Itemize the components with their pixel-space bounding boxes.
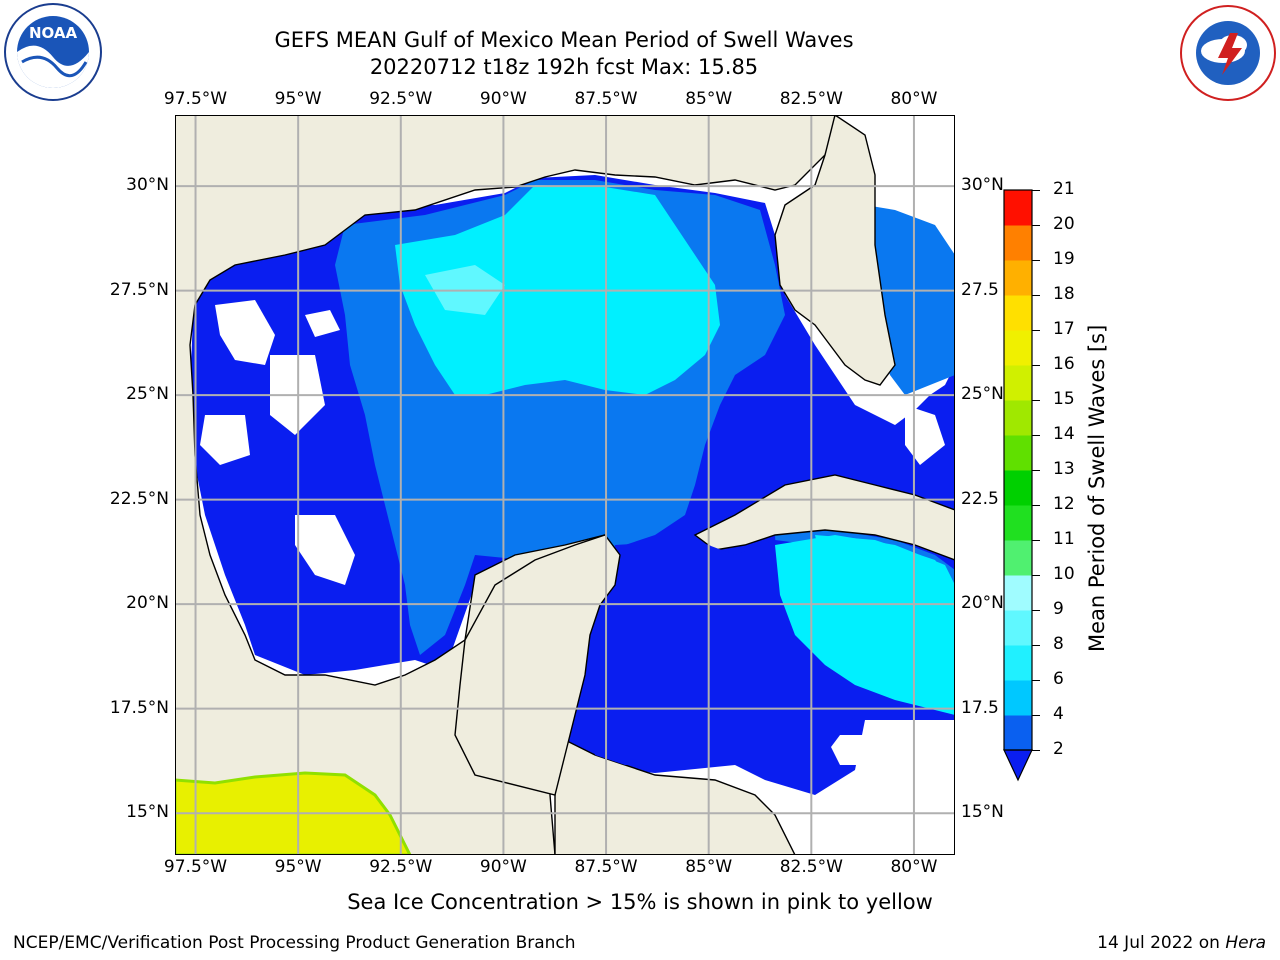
colorbar-tick-label: 21 — [1053, 179, 1075, 199]
footer-date-text: 14 Jul 2022 on — [1097, 933, 1226, 953]
colorbar — [1000, 180, 1040, 789]
colorbar-bin — [1004, 400, 1032, 436]
sea-ice-note: Sea Ice Concentration > 15% is shown in … — [347, 890, 933, 914]
colorbar-tick-label: 12 — [1053, 494, 1075, 514]
latitude-label-right: 15°N — [961, 802, 1004, 823]
colorbar-bin — [1004, 295, 1032, 331]
gulf-of-mexico-map — [173, 113, 956, 859]
colorbar-bin — [1004, 575, 1032, 611]
colorbar-tick-mark — [1032, 610, 1040, 611]
colorbar-bin — [1004, 610, 1032, 646]
colorbar-tick-mark — [1032, 505, 1040, 506]
latitude-label-right: 25°N — [961, 384, 1004, 405]
colorbar-tick-mark — [1032, 225, 1040, 226]
colorbar-tick-label: 14 — [1053, 424, 1075, 444]
colorbar-bin — [1004, 435, 1032, 471]
colorbar-bin — [1004, 540, 1032, 576]
latitude-label-left: 27.5°N — [109, 279, 169, 300]
colorbar-tick-label: 20 — [1053, 214, 1075, 234]
colorbar-bin — [1004, 260, 1032, 296]
colorbar-tick-label: 9 — [1053, 599, 1064, 619]
latitude-label-left: 15°N — [126, 802, 169, 823]
colorbar-label: Mean Period of Swell Waves [s] — [1085, 324, 1109, 652]
graticule — [175, 115, 955, 855]
colorbar-bin — [1004, 470, 1032, 506]
colorbar-extend-arrow — [1003, 749, 1033, 782]
latitude-label-left: 20°N — [126, 593, 169, 614]
svg-text:NOAA: NOAA — [29, 24, 78, 42]
map-title: GEFS MEAN Gulf of Mexico Mean Period of … — [274, 28, 854, 52]
longitude-label-top: 82.5°W — [779, 89, 843, 109]
yucatan-peninsula — [454, 534, 621, 796]
longitude-label-top: 95°W — [274, 89, 322, 109]
colorbar-bin — [1004, 680, 1032, 716]
colorbar-tick-mark — [1032, 435, 1040, 436]
colorbar-tick-mark — [1032, 645, 1040, 646]
colorbar-tick-label: 19 — [1053, 249, 1075, 269]
colorbar-tick-mark — [1032, 400, 1040, 401]
longitude-label-bottom: 97.5°W — [163, 857, 228, 877]
longitude-label-bottom: 90°W — [479, 857, 527, 877]
colorbar-tick-label: 6 — [1053, 669, 1064, 689]
footer-date: 14 Jul 2022 on Hera — [1097, 933, 1266, 953]
latitude-label-right: 27.5 — [961, 279, 999, 300]
latitude-label-left: 25°N — [126, 384, 169, 405]
colorbar-tick-label: 2 — [1053, 739, 1064, 759]
longitude-label-top: 87.5°W — [574, 89, 638, 109]
colorbar-tick-mark — [1032, 750, 1040, 751]
colorbar-bin — [1004, 190, 1032, 226]
colorbar-bin — [1004, 505, 1032, 541]
longitude-label-top: 90°W — [479, 89, 527, 109]
colorbar-tick-label: 16 — [1053, 354, 1075, 374]
longitude-label-top: 80°W — [890, 89, 938, 109]
colorbar-tick-label: 18 — [1053, 284, 1075, 304]
colorbar-tick-label: 13 — [1053, 459, 1075, 479]
latitude-label-left: 30°N — [126, 175, 169, 196]
latitude-label-right: 20°N — [961, 593, 1004, 614]
colorbar-tick-mark — [1032, 365, 1040, 366]
colorbar-bin — [1004, 225, 1032, 261]
colorbar-tick-mark — [1032, 540, 1040, 541]
colorbar-tick-mark — [1032, 575, 1040, 576]
colorbar-tick-mark — [1032, 715, 1040, 716]
nws-logo — [1178, 3, 1278, 107]
noaa-logo: NOAA — [2, 2, 104, 106]
longitude-label-bottom: 80°W — [890, 857, 938, 877]
colorbar-tick-mark — [1032, 470, 1040, 471]
colorbar-tick-mark — [1032, 330, 1040, 331]
latitude-label-left: 17.5°N — [109, 697, 169, 718]
caribbean-swell-cyan — [775, 535, 955, 715]
longitude-label-top: 85°W — [685, 89, 733, 109]
longitude-label-top: 97.5°W — [163, 89, 228, 109]
longitude-label-bottom: 85°W — [685, 857, 733, 877]
colorbar-bin — [1004, 330, 1032, 366]
longitude-label-bottom: 92.5°W — [369, 857, 433, 877]
colorbar-tick-label: 15 — [1053, 389, 1075, 409]
footer-credit: NCEP/EMC/Verification Post Processing Pr… — [13, 933, 576, 953]
map-subtitle: 20220712 t18z 192h fcst Max: 15.85 — [369, 55, 759, 79]
latitude-label-right: 30°N — [961, 175, 1004, 196]
latitude-label-left: 22.5°N — [109, 488, 169, 509]
colorbar-tick-label: 17 — [1053, 319, 1075, 339]
longitude-label-bottom: 95°W — [274, 857, 322, 877]
colorbar-tick-mark — [1032, 190, 1040, 191]
longitude-label-top: 92.5°W — [369, 89, 433, 109]
longitude-label-bottom: 87.5°W — [574, 857, 638, 877]
colorbar-bin — [1004, 715, 1032, 751]
colorbar-tick-label: 8 — [1053, 634, 1064, 654]
colorbar-tick-mark — [1032, 295, 1040, 296]
colorbar-tick-mark — [1032, 260, 1040, 261]
colorbar-bin — [1004, 645, 1032, 681]
colorbar-bin — [1004, 365, 1032, 401]
latitude-label-right: 17.5 — [961, 697, 999, 718]
colorbar-tick-label: 10 — [1053, 564, 1075, 584]
colorbar-tick-mark — [1032, 680, 1040, 681]
longitude-label-bottom: 82.5°W — [779, 857, 843, 877]
colorbar-tick-label: 4 — [1053, 704, 1064, 724]
footer-host: Hera — [1225, 933, 1266, 953]
colorbar-tick-label: 11 — [1053, 529, 1075, 549]
latitude-label-right: 22.5 — [961, 488, 999, 509]
